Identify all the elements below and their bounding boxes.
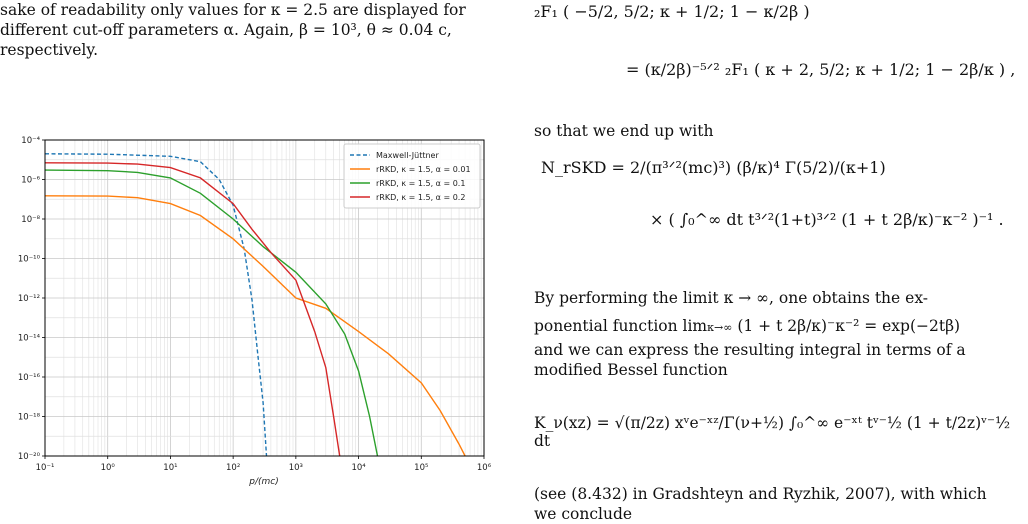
x-tick-labels: 10⁻¹ 10⁰ 10¹ 10² 10³ 10⁴ 10⁵ 10⁶ bbox=[36, 456, 492, 473]
x-tick-label: 10⁴ bbox=[351, 463, 366, 473]
y-tick-label: 10⁻¹⁴ bbox=[18, 334, 41, 344]
y-tick-label: 10⁻⁴ bbox=[21, 136, 40, 146]
plot-series bbox=[44, 153, 466, 457]
y-tick-label: 10⁻²⁰ bbox=[18, 452, 41, 462]
legend-label-1: rRKD, κ = 1.5, α = 0.01 bbox=[376, 165, 471, 174]
hypergeom-eq-top: ₂F₁ ( −5/2, 5/2; κ + 1/2; 1 − κ/2β ) bbox=[534, 2, 810, 21]
legend-box bbox=[343, 143, 481, 209]
distribution-plot: 10⁻¹ 10⁰ 10¹ 10² 10³ 10⁴ 10⁵ 10⁶ 10⁻⁴10⁻⁶10⁻⁸10… bbox=[18, 136, 492, 487]
right-intro-text: so that we end up with bbox=[534, 122, 714, 140]
y-tick-labels: 10⁻⁴ 10⁻⁶ 10⁻⁸ 10⁻¹⁰ 10⁻¹² 10⁻¹⁴ 10⁻¹⁶ 10⁻¹⁸ 10⁻… bbox=[18, 136, 45, 462]
n-rskd-equation: N_rSKD = 2/(π³ᐟ²(mc)³) (β/κ)⁴ Γ(5/2)/(κ+… bbox=[541, 158, 886, 177]
x-tick-label: 10³ bbox=[289, 463, 303, 473]
right-limit-line3: and we can express the resulting integra… bbox=[534, 341, 966, 359]
right-limit-line4: modified Bessel function bbox=[534, 361, 728, 379]
limit-subscript: κ→∞ bbox=[707, 321, 733, 334]
x-tick-label: 10¹ bbox=[163, 463, 177, 473]
y-tick-label: 10⁻¹⁸ bbox=[18, 413, 41, 423]
y-tick-label: 10⁻¹⁶ bbox=[18, 373, 41, 383]
legend-label-2: rRKD, κ = 1.5, α = 0.1 bbox=[376, 179, 465, 188]
y-tick-label: 10⁻⁶ bbox=[21, 176, 40, 186]
series-line-1 bbox=[44, 195, 466, 457]
right-limit-line1: By performing the limit κ → ∞, one obtai… bbox=[534, 289, 929, 307]
left-paragraph-line1: sake of readability only values for κ = … bbox=[0, 1, 466, 19]
x-tick-label: 10⁶ bbox=[477, 463, 492, 473]
y-tick-label: 10⁻¹⁰ bbox=[18, 255, 41, 265]
left-paragraph-line2: different cut-off parameters α. Again, β… bbox=[0, 21, 452, 39]
limit-expression: (1 + t 2β/κ)⁻κ⁻² = exp(−2tβ) bbox=[737, 317, 961, 335]
series-line-0 bbox=[44, 153, 268, 457]
x-tick-label: 10² bbox=[226, 463, 240, 473]
y-tick-label: 10⁻⁸ bbox=[21, 215, 40, 225]
series-line-2 bbox=[44, 169, 379, 457]
limit-prefix: ponential function lim bbox=[534, 317, 708, 335]
x-tick-label: 10⁻¹ bbox=[36, 463, 55, 473]
x-tick-label: 10⁰ bbox=[101, 463, 116, 473]
legend-label-3: rRKD, κ = 1.5, α = 0.2 bbox=[376, 193, 465, 202]
n-rskd-integral: × ( ∫₀^∞ dt t³ᐟ²(1+t)³ᐟ² (1 + t 2β/κ)⁻κ⁻… bbox=[650, 210, 1004, 229]
right-limit-line2: ponential function limκ→∞ (1 + t 2β/κ)⁻κ… bbox=[534, 316, 1028, 338]
ref-line2: we conclude bbox=[534, 505, 633, 523]
left-paragraph-line3: respectively. bbox=[0, 41, 99, 59]
x-axis-label: p/(mc) bbox=[248, 477, 278, 487]
x-tick-label: 10⁵ bbox=[414, 463, 428, 473]
series-line-3 bbox=[44, 162, 341, 457]
hypergeom-eq-result: = (κ/2β)⁻⁵ᐟ² ₂F₁ ( κ + 2, 5/2; κ + 1/2; … bbox=[626, 60, 1016, 79]
y-tick-label: 10⁻¹² bbox=[18, 294, 40, 304]
ref-line: (see (8.432) in Gradshteyn and Ryzhik, 2… bbox=[534, 485, 987, 503]
bessel-equation: K_ν(xz) = √(π/2z) xᵛe⁻ˣᶻ/Γ(ν+½) ∫₀^∞ e⁻ˣ… bbox=[534, 414, 1011, 450]
plot-legend: Maxwell-Jüttner rRKD, κ = 1.5, α = 0.01 rR… bbox=[343, 143, 481, 209]
legend-label-0: Maxwell-Jüttner bbox=[376, 151, 439, 160]
